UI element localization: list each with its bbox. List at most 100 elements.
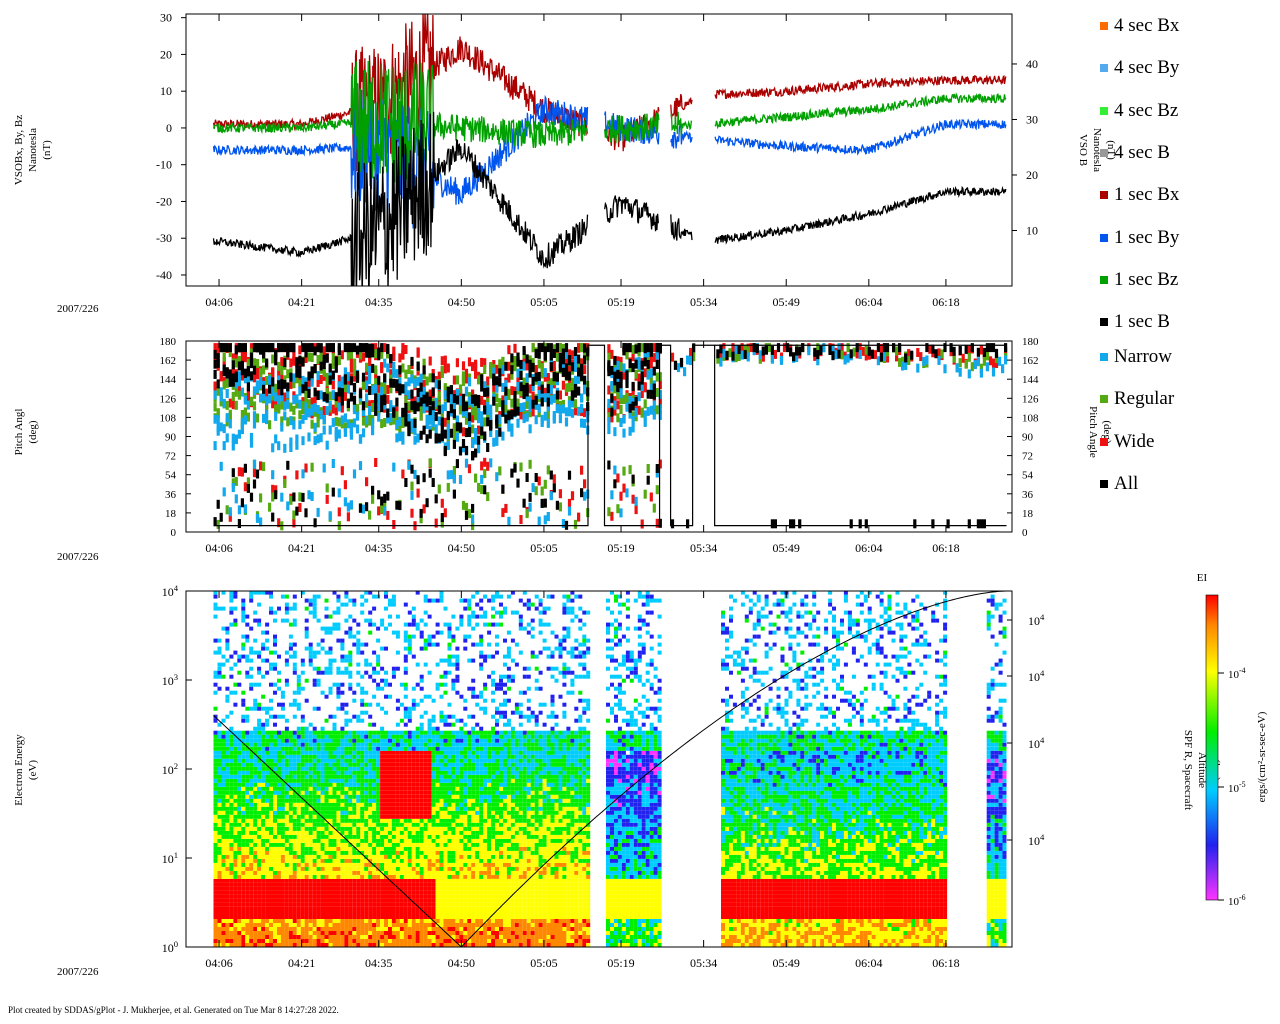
spectrogram-cell	[348, 654, 353, 659]
spectrogram-cell	[249, 774, 254, 779]
spectrogram-cell	[261, 826, 266, 831]
spectrogram-cell	[304, 834, 309, 839]
pitch-bin	[262, 365, 266, 375]
spectrogram-cell	[356, 770, 361, 775]
spectrogram-cell	[241, 690, 246, 695]
pitch-bin	[428, 396, 432, 406]
spectrogram-cell	[328, 939, 333, 943]
spectrogram-cell	[332, 726, 337, 731]
spectrogram-cell	[352, 890, 357, 895]
pitch-bin	[455, 389, 459, 398]
spectrogram-cell	[280, 838, 285, 843]
pitch-bin	[546, 512, 550, 521]
pitch-bin	[219, 387, 223, 397]
spectrogram-cell	[320, 794, 325, 799]
spectrogram-cell	[261, 943, 266, 947]
spectrogram-cell	[348, 758, 353, 763]
pitch-bin	[274, 411, 278, 421]
spectrogram-cell	[304, 606, 309, 611]
spectrogram-cell	[304, 742, 309, 747]
spectrogram-cell	[332, 842, 337, 847]
spectrogram-cell	[312, 650, 317, 655]
spectrogram-cell	[229, 610, 234, 615]
spectrogram-cell	[300, 886, 305, 891]
spectrogram-cell	[280, 923, 285, 927]
pitch-bin	[416, 433, 420, 443]
pitch-bin	[528, 363, 532, 373]
spectrogram-cell	[340, 726, 345, 731]
spectrogram-cell	[372, 758, 377, 763]
pitch-bin	[510, 468, 514, 478]
spectrogram-cell	[233, 762, 238, 767]
spectrogram-cell	[213, 842, 218, 847]
pitch-bin	[443, 447, 447, 457]
spectrogram-cell	[237, 858, 242, 863]
spectrogram-cell	[296, 830, 301, 835]
pitch-bin	[552, 414, 556, 424]
spectrogram-cell	[368, 758, 373, 763]
spectrogram-cell	[221, 830, 226, 835]
pitch-bin	[343, 497, 347, 507]
pitch-bin	[643, 344, 647, 354]
spectrogram-cell	[265, 862, 270, 867]
spectrogram-cell	[249, 686, 254, 691]
spectrogram-cell	[332, 882, 337, 887]
spectrogram-cell	[296, 931, 301, 935]
pitch-bin	[295, 368, 299, 378]
spectrogram-cell	[368, 806, 373, 811]
spectrogram-cell	[364, 750, 369, 755]
pitch-bin	[325, 440, 329, 450]
pitch-bin	[534, 365, 538, 374]
spectrogram-cell	[225, 874, 230, 879]
spectrogram-cell	[265, 911, 270, 915]
spectrogram-cell	[284, 870, 289, 875]
pitch-bin	[340, 381, 344, 391]
spectrogram-cell	[360, 642, 365, 647]
pitch-bin	[807, 346, 811, 356]
pitch-bin	[228, 398, 232, 408]
spectrogram-cell	[352, 762, 357, 767]
spectrogram-cell	[213, 766, 218, 771]
spectrogram-cell	[332, 770, 337, 775]
spectrogram-cell	[233, 746, 238, 751]
spectrogram-cell	[360, 911, 365, 915]
pitch-bin	[486, 405, 490, 415]
spectrogram-cell	[241, 602, 246, 607]
spectrogram-cell	[316, 782, 321, 787]
spectrogram-cell	[237, 866, 242, 871]
pitch-bin	[483, 388, 487, 397]
pitch-bin	[855, 349, 859, 359]
pitch-bin	[646, 389, 650, 399]
spectrogram-cell	[312, 943, 317, 947]
spectrogram-cell	[288, 894, 293, 899]
spectrogram-cell	[324, 782, 329, 787]
spectrogram-cell	[288, 858, 293, 863]
y2-tick-label: 40	[1026, 57, 1038, 71]
spectrogram-cell	[296, 911, 301, 915]
spectrogram-cell	[336, 606, 341, 611]
pitch-bin	[361, 407, 366, 416]
spectrogram-cell	[221, 606, 226, 611]
spectrogram-cell	[221, 746, 226, 751]
spectrogram-cell	[269, 858, 273, 863]
spectrogram-cell	[340, 766, 345, 771]
spectrogram-cell	[356, 818, 361, 823]
spectrogram-cell	[241, 790, 246, 795]
spectrogram-cell	[257, 886, 262, 891]
spectrogram-cell	[237, 778, 242, 783]
spectrogram-cell	[360, 650, 365, 655]
spectrogram-cell	[241, 806, 246, 811]
pitch-bin	[528, 368, 532, 378]
spectrogram-cell	[277, 842, 281, 847]
spectrogram-cell	[225, 902, 230, 907]
pitch-bin	[564, 383, 569, 393]
pitch-bin	[237, 377, 241, 387]
spectrogram-cell	[364, 730, 369, 735]
spectrogram-cell	[265, 782, 270, 787]
y2-tick-label: 126	[1022, 393, 1039, 405]
spectrogram-cell	[332, 802, 337, 807]
spectrogram-cell	[249, 790, 254, 795]
pitch-bin	[931, 344, 935, 354]
spectrogram-cell	[284, 874, 289, 879]
pitch-bin	[295, 399, 299, 409]
